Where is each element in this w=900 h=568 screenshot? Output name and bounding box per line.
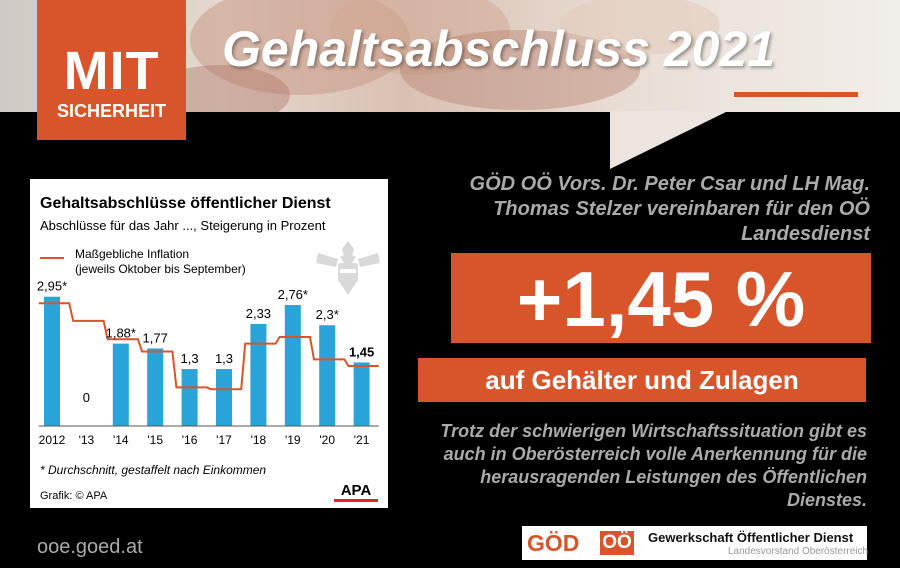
x-tick-2: '14 [113, 433, 129, 447]
goed-logo-subtitle: Landesvorstand Oberösterreich [728, 546, 869, 557]
bar-4 [181, 369, 198, 426]
apa-logo-bar [334, 499, 378, 502]
bar-chart: Maßgebliche Inflation (jeweils Oktober b… [37, 241, 380, 447]
x-tick-0: 2012 [39, 433, 66, 447]
chart-subtitle: Abschlüsse für das Jahr ..., Steigerung … [40, 218, 326, 233]
x-tick-3: '15 [147, 433, 163, 447]
website-url[interactable]: ooe.goed.at [37, 536, 143, 558]
value-label-5: 1,3 [215, 351, 233, 366]
bar-2 [112, 343, 129, 426]
percent-highlight: +1,45 % [451, 253, 871, 343]
value-label-4: 1,3 [181, 351, 199, 366]
goed-logo-name: Gewerkschaft Öffentlicher Dienst [648, 530, 854, 545]
chart-footnote: * Durchschnitt, gestaffelt nach Einkomme… [40, 463, 267, 477]
speech-bubble-tail [610, 111, 728, 169]
closing-statement: Trotz der schwierigen Wirtschaftssituati… [440, 421, 867, 510]
value-label-3: 1,77 [143, 330, 168, 345]
page-title: Gehaltsabschluss 2021 [222, 21, 776, 77]
value-label-9: 1,45 [349, 344, 374, 359]
x-tick-6: '18 [251, 433, 267, 447]
value-label-1: 0 [83, 390, 90, 405]
x-tick-8: '20 [319, 433, 335, 447]
chart-source: Grafik: © APA [40, 490, 108, 502]
chart-title: Gehaltsabschlüsse öffentlicher Dienst [40, 195, 331, 212]
value-label-0: 2,95* [37, 279, 67, 294]
bar-7 [284, 305, 301, 426]
x-tick-9: '21 [354, 433, 370, 447]
value-label-2: 1,88* [106, 326, 136, 341]
x-tick-4: '16 [182, 433, 198, 447]
goed-logo-wordmark: GÖD [527, 530, 580, 556]
value-labels-group: 2,95* 0 1,88* 1,77 1,3 1,3 2,33 2,76* 2,3* 1,45 [37, 279, 374, 405]
bar-3 [147, 348, 164, 426]
badge-line2: SICHERHEIT [56, 101, 166, 121]
goed-logo: GÖD OÖ Gewerkschaft Öffentlicher Dienst … [522, 526, 869, 560]
x-tick-labels-group: 2012 '13 '14 '15 '16 '17 '18 '19 '20 '21 [39, 433, 370, 447]
value-label-8: 2,3* [316, 307, 339, 322]
badge-line1: MIT [63, 41, 160, 101]
bar-8 [319, 325, 336, 426]
legend-inflation-label: Maßgebliche Inflation [75, 247, 189, 261]
x-tick-5: '17 [216, 433, 232, 447]
bars-group [44, 296, 370, 426]
inflation-line [38, 302, 379, 391]
value-label-7: 2,76* [278, 287, 308, 302]
raise-subtitle: auf Gehälter und Zulagen [418, 358, 866, 402]
mit-sicherheit-badge: MIT SICHERHEIT [37, 0, 186, 140]
bar-0 [44, 296, 60, 426]
apa-logo-text: APA [340, 482, 372, 499]
legend-inflation-note: (jeweils Oktober bis September) [75, 262, 246, 276]
agreement-statement: GÖD OÖ Vors. Dr. Peter Csar und LH Mag. … [469, 173, 870, 245]
x-tick-7: '19 [285, 433, 301, 447]
title-underline [734, 92, 858, 97]
apa-logo: APA [334, 483, 378, 503]
value-label-6: 2,33 [246, 306, 271, 321]
bar-9 [353, 362, 370, 426]
goed-logo-oo: OÖ [600, 531, 634, 555]
chart-panel: Gehaltsabschlüsse öffentlicher Dienst Ab… [30, 179, 388, 508]
x-tick-1: '13 [79, 433, 95, 447]
bar-6 [250, 323, 267, 426]
bar-5 [216, 369, 232, 426]
austrian-eagle-icon [316, 241, 380, 295]
